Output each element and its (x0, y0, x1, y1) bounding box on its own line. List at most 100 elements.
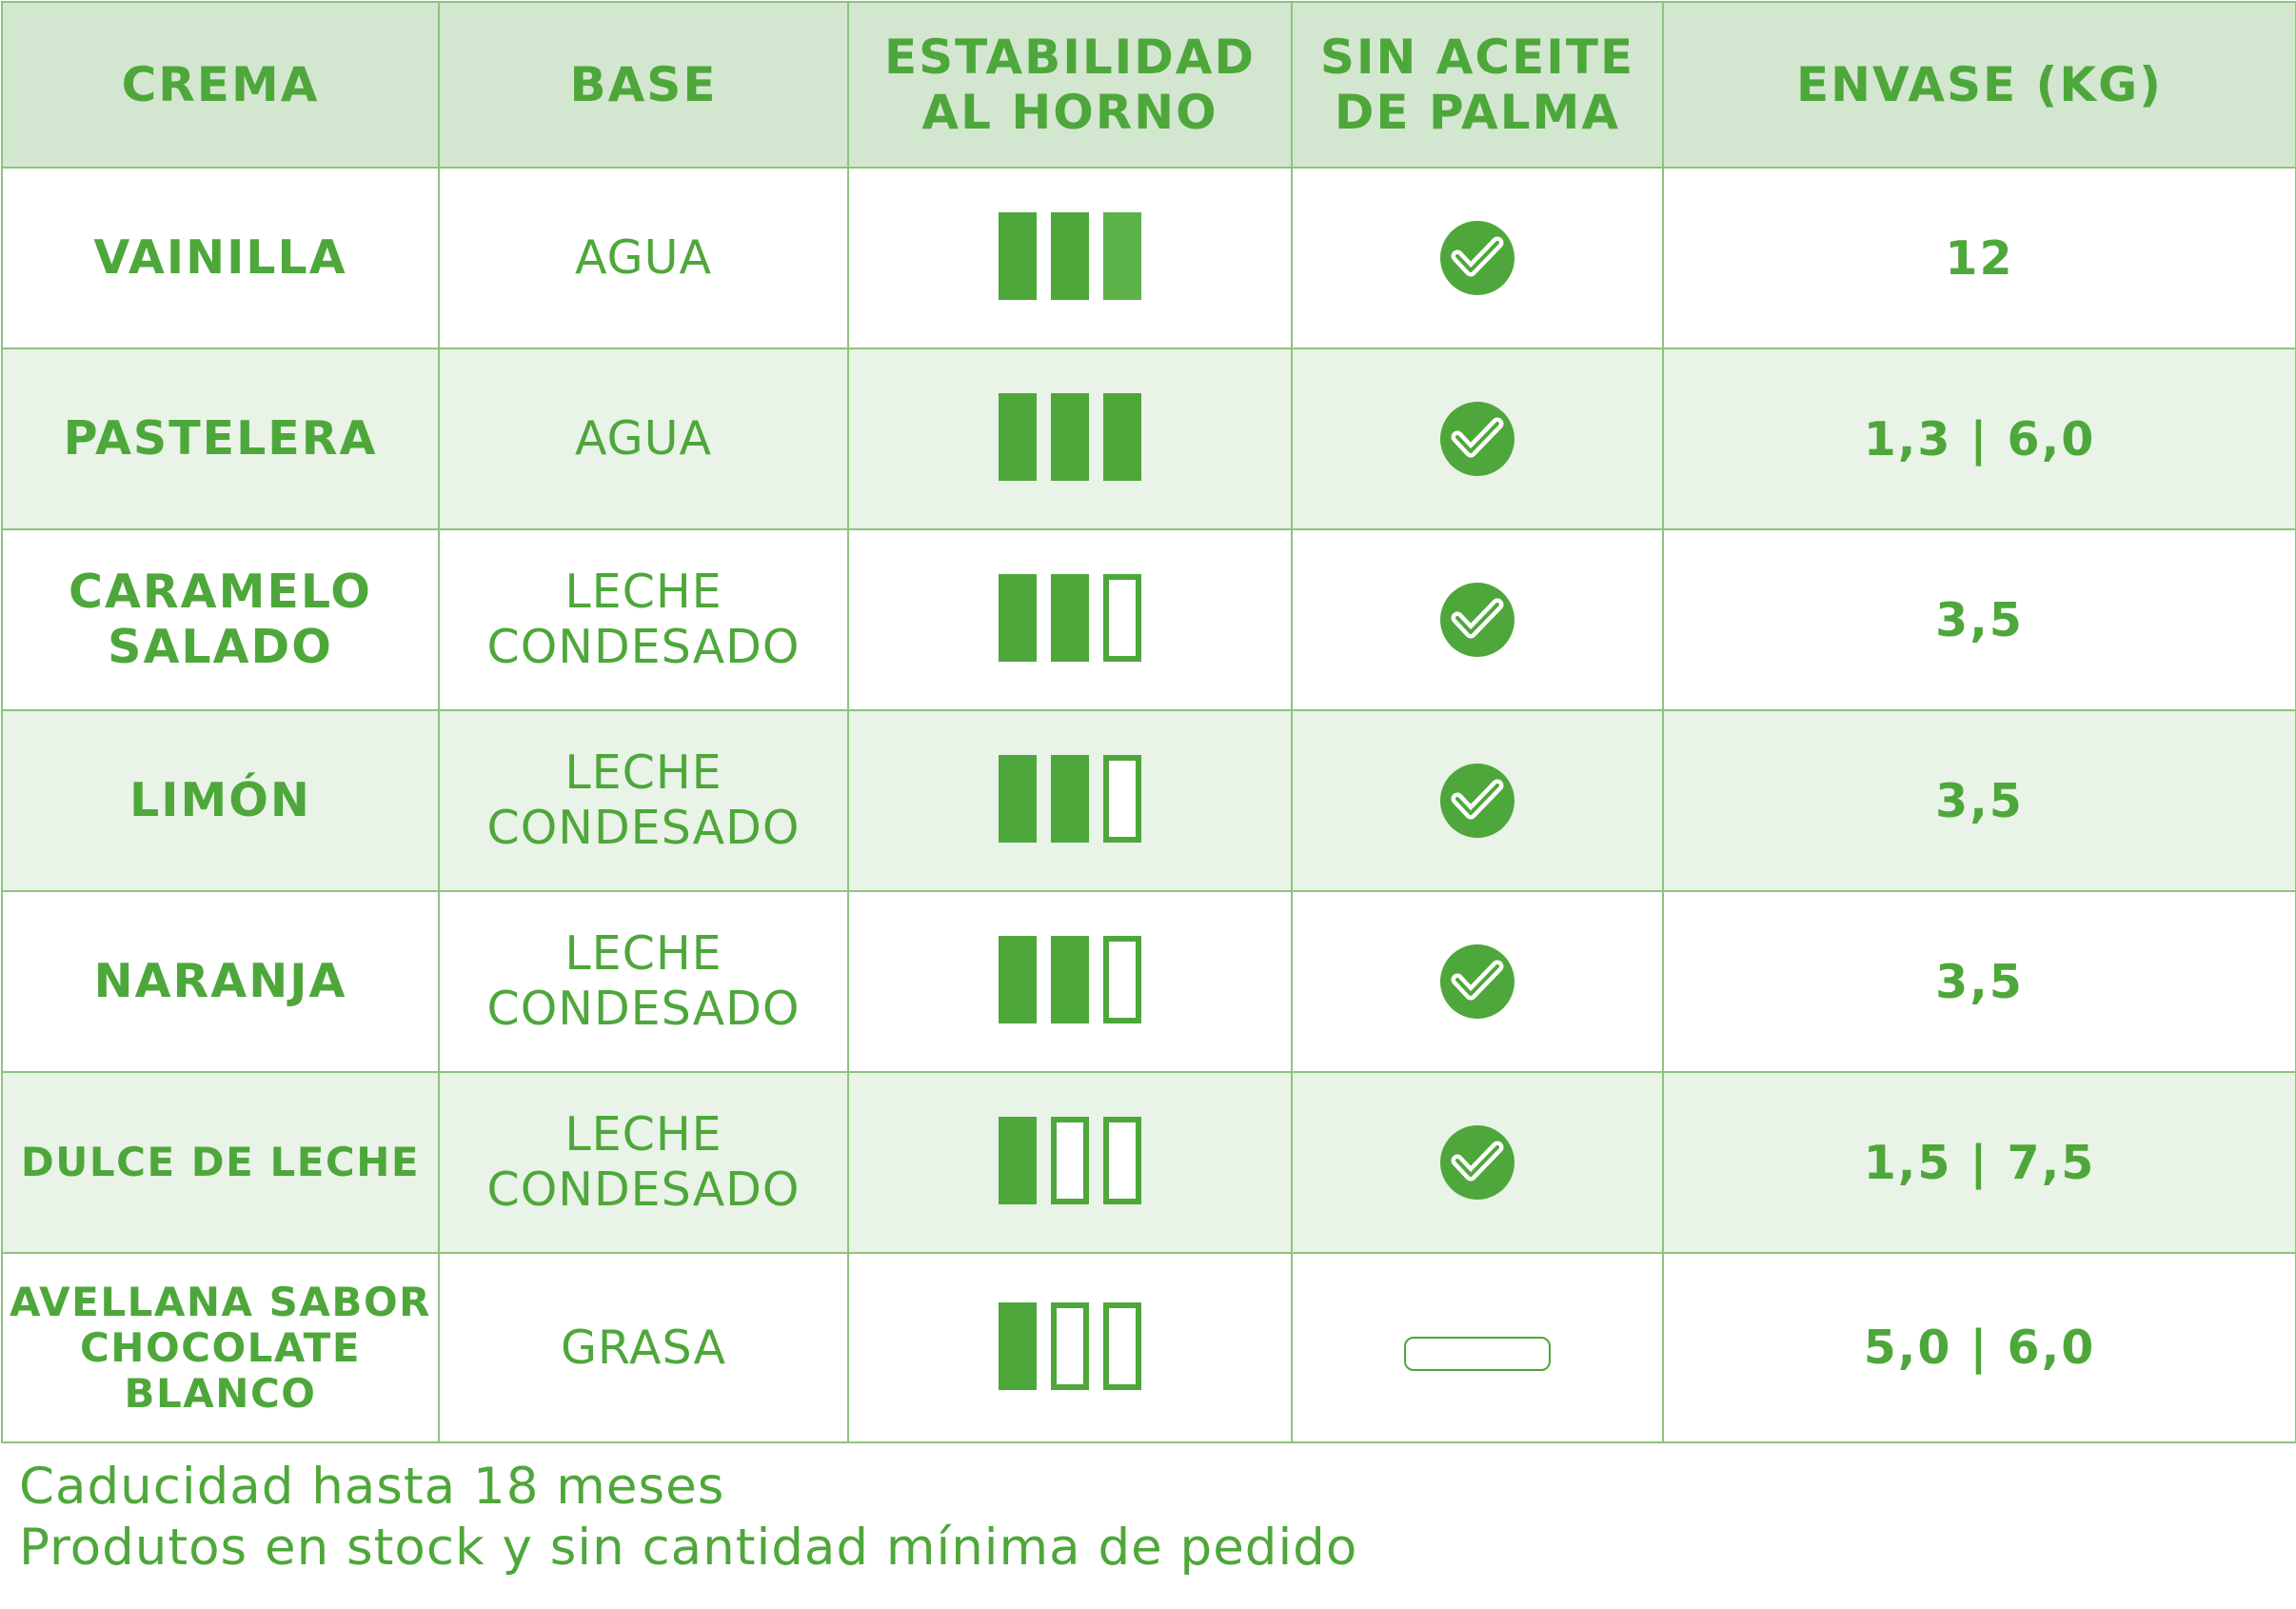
cell-sin-aceite-de-palma (1291, 528, 1664, 711)
envase-value: 12 (1945, 230, 2014, 286)
table-row: CARAMELO SALADO LECHE CONDESADO 3,5 (1, 528, 2296, 711)
check-circle-icon (1440, 221, 1514, 295)
check-circle-icon (1440, 402, 1514, 476)
table-header-row: CREMA BASE ESTABILIDAD AL HORNO SIN ACEIT… (1, 1, 2296, 169)
cell-estabilidad (847, 890, 1293, 1073)
header-estabilidad: ESTABILIDAD AL HORNO (847, 1, 1293, 169)
crema-name-line: CHOCOLATE (79, 1323, 362, 1371)
stability-rating (999, 393, 1141, 481)
cell-envase: 3,5 (1662, 709, 2296, 892)
stability-bar-filled (999, 393, 1037, 481)
cell-sin-aceite-de-palma (1291, 348, 1664, 530)
cell-crema: AVELLANA SABOR CHOCOLATE BLANCO (1, 1252, 440, 1443)
cell-crema: VAINILLA (1, 167, 440, 349)
base-line: CONDESADO (486, 1162, 801, 1217)
cell-estabilidad (847, 167, 1293, 349)
base-line: LECHE (564, 926, 722, 981)
envase-value: 1,3 | 6,0 (1863, 411, 2096, 467)
crema-name-line: CARAMELO (69, 565, 372, 619)
stability-bar-filled (999, 755, 1037, 843)
crema-name-line: BLANCO (124, 1369, 317, 1417)
stability-bar-empty (1051, 1301, 1089, 1390)
cell-base: LECHE CONDESADO (438, 709, 849, 892)
stability-bar-filled (999, 1301, 1037, 1390)
cell-estabilidad (847, 528, 1293, 711)
stability-bar-empty (1103, 755, 1141, 843)
cell-base: LECHE CONDESADO (438, 1071, 849, 1254)
crema-name-line: SALADO (108, 620, 333, 674)
header-sin-aceite-de-palma: SIN ACEITE DE PALMA (1291, 1, 1664, 169)
base-line: CONDESADO (486, 982, 801, 1036)
stability-bar-filled (999, 574, 1037, 662)
stability-rating (999, 212, 1141, 300)
crema-name-line: VAINILLA (93, 230, 347, 285)
stability-rating (999, 1117, 1141, 1204)
cell-crema: DULCE DE LECHE (1, 1071, 440, 1254)
header-crema: CREMA (1, 1, 440, 169)
cell-sin-aceite-de-palma (1291, 1071, 1664, 1254)
footer-notes: Caducidad hasta 18 meses Produtos en sto… (19, 1457, 1357, 1579)
stability-bar-empty (1051, 1117, 1089, 1204)
base-line: CONDESADO (486, 620, 801, 674)
check-circle-icon (1440, 944, 1514, 1019)
base-line: CONDESADO (486, 801, 801, 855)
envase-value: 3,5 (1935, 773, 2024, 828)
cell-envase: 1,5 | 7,5 (1662, 1071, 2296, 1254)
cell-sin-aceite-de-palma (1291, 167, 1664, 349)
cell-crema: LIMÓN (1, 709, 440, 892)
table-row: PASTELERA AGUA 1,3 | 6,0 (1, 348, 2296, 530)
base-line: LECHE (564, 565, 722, 619)
cell-sin-aceite-de-palma (1291, 890, 1664, 1073)
product-table-container: CREMA BASE ESTABILIDAD AL HORNO SIN ACEIT… (1, 1, 2296, 1443)
envase-value: 5,0 | 6,0 (1863, 1321, 2096, 1375)
cell-envase: 5,0 | 6,0 (1662, 1252, 2296, 1443)
cell-envase: 3,5 (1662, 528, 2296, 711)
cell-crema: CARAMELO SALADO (1, 528, 440, 711)
header-base: BASE (438, 1, 849, 169)
cream-product-table: CREMA BASE ESTABILIDAD AL HORNO SIN ACEIT… (1, 1, 2296, 1443)
stability-bar-filled (999, 1117, 1037, 1204)
cell-estabilidad (847, 1071, 1293, 1254)
table-row: DULCE DE LECHE LECHE CONDESADO 1,5 | 7,5 (1, 1071, 2296, 1254)
stability-bar-filled (1051, 936, 1089, 1023)
cell-estabilidad (847, 1252, 1293, 1443)
stability-bar-empty (1103, 936, 1141, 1023)
envase-value: 3,5 (1935, 592, 2024, 647)
stability-bar-filled (1103, 393, 1141, 481)
stability-rating (999, 574, 1141, 662)
stability-rating (999, 1301, 1141, 1390)
crema-name-line: LIMÓN (129, 773, 311, 827)
cell-sin-aceite-de-palma (1291, 709, 1664, 892)
check-circle-icon (1440, 583, 1514, 657)
cell-estabilidad (847, 348, 1293, 530)
check-circle-icon (1440, 1125, 1514, 1200)
cell-envase: 12 (1662, 167, 2296, 349)
cell-sin-aceite-de-palma (1291, 1252, 1664, 1443)
table-body: VAINILLA AGUA 12 PASTELERA AGUA 1,3 | 6,0 CARA… (1, 167, 2296, 1443)
cell-envase: 3,5 (1662, 890, 2296, 1073)
stability-bar-empty (1103, 1301, 1141, 1390)
stability-rating (999, 755, 1141, 843)
check-circle-icon (1440, 764, 1514, 838)
stability-bar-filled (1051, 393, 1089, 481)
note-caducidad: Caducidad hasta 18 meses (19, 1458, 725, 1516)
empty-pill-icon (1404, 1336, 1551, 1371)
crema-name-line: AVELLANA SABOR (10, 1278, 431, 1325)
cell-crema: PASTELERA (1, 348, 440, 530)
stability-bar-empty (1103, 1117, 1141, 1204)
cell-envase: 1,3 | 6,0 (1662, 348, 2296, 530)
table-row: NARANJA LECHE CONDESADO 3,5 (1, 890, 2296, 1073)
cell-base: LECHE CONDESADO (438, 890, 849, 1073)
cell-base: AGUA (438, 348, 849, 530)
cell-base: AGUA (438, 167, 849, 349)
table-row: VAINILLA AGUA 12 (1, 167, 2296, 349)
base-line: AGUA (574, 411, 712, 466)
base-line: LECHE (564, 1107, 722, 1162)
table-row: LIMÓN LECHE CONDESADO 3,5 (1, 709, 2296, 892)
stability-bar-empty (1103, 574, 1141, 662)
cell-base: GRASA (438, 1252, 849, 1443)
cell-base: LECHE CONDESADO (438, 528, 849, 711)
stability-bar-filled (1051, 574, 1089, 662)
stability-bar-filled (1103, 212, 1141, 300)
table-row: AVELLANA SABOR CHOCOLATE BLANCO GRASA 5,0 | … (1, 1252, 2296, 1443)
